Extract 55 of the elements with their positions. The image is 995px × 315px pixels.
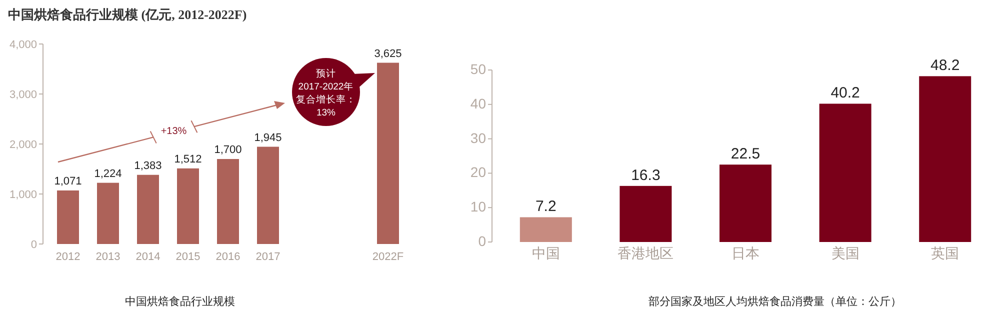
x-tick-label: 2012 xyxy=(56,251,80,263)
y-tick-label: 0 xyxy=(478,233,486,249)
annotation: 13% xyxy=(316,108,336,118)
data-label: 1,383 xyxy=(134,160,162,172)
y-tick-label: 10 xyxy=(470,198,486,215)
x-tick-label: 中国 xyxy=(532,245,560,261)
bar xyxy=(919,76,972,242)
bar xyxy=(137,174,159,244)
bar xyxy=(377,62,399,244)
bar xyxy=(257,146,279,244)
y-tick-label: 0 xyxy=(30,239,37,251)
x-tick-label: 日本 xyxy=(732,245,760,261)
data-label: 1,945 xyxy=(254,132,282,144)
y-tick-label: 1,000 xyxy=(9,189,37,201)
bar xyxy=(819,104,872,242)
y-tick-label: 2,000 xyxy=(9,139,37,151)
x-tick-label: 2022F xyxy=(372,251,404,263)
y-tick-label: 40 xyxy=(470,95,486,112)
bar xyxy=(217,159,239,244)
bar xyxy=(520,217,572,242)
x-tick-label: 2013 xyxy=(96,251,120,263)
data-label: 1,700 xyxy=(214,144,242,156)
data-label: 40.2 xyxy=(830,84,860,102)
data-label: 3,625 xyxy=(374,48,402,60)
x-tick-label: 英国 xyxy=(931,245,960,261)
y-tick-label: 3,000 xyxy=(9,89,37,101)
annotation: 2017-2022年 xyxy=(298,80,354,92)
data-label: 48.2 xyxy=(930,57,960,74)
data-label: 16.3 xyxy=(631,166,660,184)
y-tick-label: 50 xyxy=(470,61,486,77)
y-tick-label: 4,000 xyxy=(9,39,37,51)
x-tick-label: 2017 xyxy=(256,251,280,263)
x-tick-label: 美国 xyxy=(831,245,860,261)
x-tick-label: 香港地区 xyxy=(618,245,674,261)
bar xyxy=(97,182,119,244)
chart-title: 中国烘焙食品行业规模 (亿元, 2012-2022F) xyxy=(8,7,247,22)
annotation: +13% xyxy=(160,126,187,137)
data-label: 1,071 xyxy=(54,175,82,188)
x-tick-label: 2014 xyxy=(136,251,160,263)
bar xyxy=(177,168,199,244)
x-tick-label: 2016 xyxy=(216,251,240,263)
x-tick-label: 2015 xyxy=(176,251,200,263)
bar xyxy=(57,190,79,244)
bar xyxy=(720,164,772,242)
data-label: 7.2 xyxy=(535,198,556,216)
annotation: 预计 xyxy=(316,68,336,80)
text: 部分国家及地区人均烘焙食品消费量（单位：公斤） xyxy=(648,295,902,308)
y-tick-label: 30 xyxy=(470,130,486,146)
text: 中国烘焙食品行业规模 xyxy=(125,295,235,308)
data-label: 1,512 xyxy=(174,153,202,166)
data-label: 22.5 xyxy=(730,146,760,163)
annotation: 复合增长率： xyxy=(296,94,356,106)
y-tick-label: 20 xyxy=(470,164,486,180)
bar xyxy=(620,186,672,242)
data-label: 1,224 xyxy=(94,168,122,180)
